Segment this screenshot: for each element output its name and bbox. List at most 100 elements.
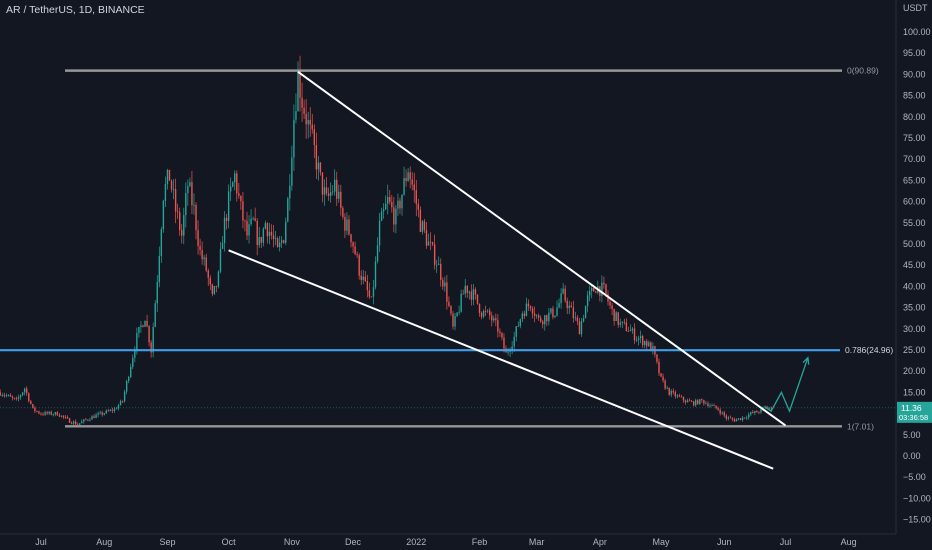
candle-body <box>44 412 46 415</box>
candle-body <box>354 246 356 255</box>
candle-body <box>650 342 652 352</box>
candle-body <box>103 413 105 415</box>
candle-body <box>111 409 114 411</box>
candle-body <box>164 184 167 201</box>
candle-body <box>411 179 413 185</box>
candle-body <box>393 207 395 225</box>
candle-body <box>480 312 483 317</box>
candle-body <box>317 162 320 170</box>
candle-body <box>52 414 54 416</box>
candle-body <box>652 346 654 352</box>
projection-path[interactable] <box>764 357 809 413</box>
candle-body <box>264 223 267 229</box>
price-tick-label: 95.00 <box>903 48 926 58</box>
time-tick-label: May <box>653 537 671 547</box>
candle-body <box>181 230 183 236</box>
candle-body <box>595 291 597 293</box>
candle-body <box>291 157 293 186</box>
candle-body <box>564 288 566 301</box>
candle-body <box>87 419 89 421</box>
level-label: 0(90.89) <box>847 66 879 76</box>
time-tick-label: Jul <box>780 537 792 547</box>
price-axis[interactable]: USDT−15.00−10.00−5.000.005.0010.0015.002… <box>903 3 931 525</box>
candle-body <box>85 419 87 421</box>
candle-body <box>170 180 173 190</box>
time-axis[interactable]: Jul Aug Sep Oct Nov Dec 2022 Feb Mar Apr May Jun Jul… <box>35 537 856 547</box>
candle-body <box>148 326 150 343</box>
candle-body <box>374 261 377 288</box>
wedge-upper-line[interactable] <box>297 71 787 427</box>
chart-title: AR / TetherUS, 1D, BINANCE <box>6 4 145 16</box>
candle-body <box>270 231 273 236</box>
candle-body <box>662 376 664 381</box>
candle-body <box>62 415 65 418</box>
candle-body <box>7 394 10 396</box>
price-tick-label: 5.00 <box>903 430 921 440</box>
candle-body <box>350 234 352 243</box>
candle-body <box>99 412 101 414</box>
candle-body <box>19 395 22 398</box>
candle-body <box>376 245 379 262</box>
candle-body <box>238 193 240 196</box>
candle-body <box>213 285 216 294</box>
candle-body <box>637 338 640 340</box>
candle-body <box>352 242 354 247</box>
candle-body <box>513 336 515 347</box>
candle-body <box>527 303 530 307</box>
candle-body <box>635 339 638 341</box>
candle-body <box>625 322 628 332</box>
level-label: 1(7.01) <box>847 421 874 431</box>
candle-body <box>272 235 275 240</box>
candle-body <box>442 279 444 287</box>
candle-body <box>387 196 389 204</box>
candle-body <box>5 395 8 397</box>
candle-body <box>417 203 420 210</box>
candle-body <box>725 415 728 419</box>
candle-body <box>454 316 456 327</box>
candle-body <box>429 241 432 243</box>
wedge-lower-line[interactable] <box>228 249 774 470</box>
candle-body <box>132 357 134 367</box>
candle-body <box>128 377 130 382</box>
candle-body <box>435 264 438 266</box>
wedge-trendlines[interactable] <box>228 71 810 470</box>
candle-body <box>168 169 171 181</box>
candle-body <box>1 395 3 396</box>
candle-body <box>456 312 458 317</box>
candle-body <box>0 392 1 396</box>
price-tick-label: 0.00 <box>903 451 921 461</box>
candle-body <box>11 396 14 398</box>
candle-body <box>399 200 401 209</box>
candle-body <box>737 418 740 420</box>
candle-body <box>372 287 375 297</box>
candle-body <box>419 209 422 232</box>
candle-body <box>727 417 730 419</box>
candle-body <box>299 69 301 98</box>
price-tick-label: 20.00 <box>903 366 926 376</box>
price-tick-label: 45.00 <box>903 260 926 270</box>
candle-body <box>221 242 224 249</box>
candle-body <box>101 412 103 415</box>
candle-body <box>68 418 71 423</box>
candle-body <box>244 220 246 222</box>
candle-body <box>711 405 713 407</box>
candle-body <box>311 124 313 130</box>
candle-body <box>752 412 754 414</box>
candle-body <box>130 366 132 378</box>
candle-body <box>462 293 464 295</box>
candle-body <box>360 275 362 280</box>
candle-body <box>325 187 328 194</box>
candle-body <box>123 391 126 402</box>
candle-body <box>382 209 385 212</box>
horizontal-levels[interactable]: 0(90.89) 0.786(24.96) 1(7.01) <box>0 66 896 432</box>
candle-body <box>150 342 152 353</box>
price-tick-label: 100.00 <box>903 27 931 37</box>
candle-body <box>211 284 214 294</box>
candle-body <box>556 307 558 316</box>
candle-body <box>468 291 471 293</box>
price-tick-label: 70.00 <box>903 154 926 164</box>
candle-body <box>154 303 156 327</box>
candle-body <box>309 120 311 125</box>
